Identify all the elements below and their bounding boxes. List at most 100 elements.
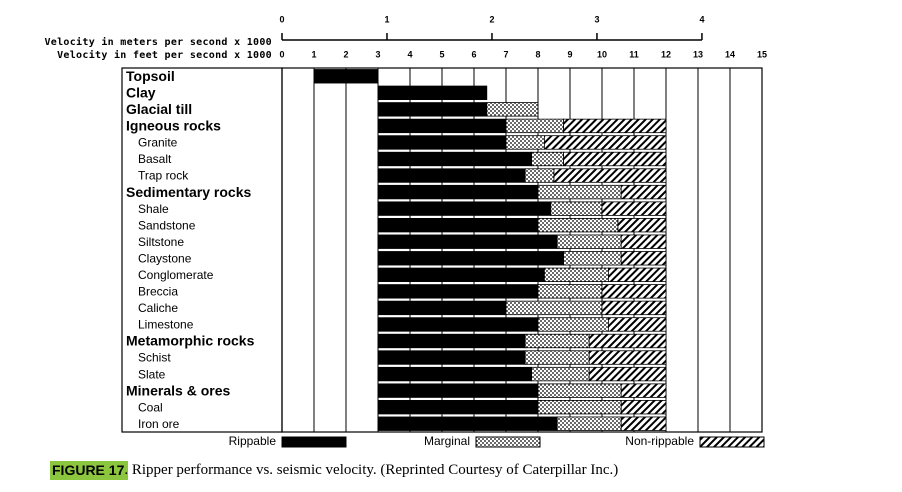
range-bar (537, 383, 622, 398)
range-bar (601, 284, 667, 299)
range-bar (377, 400, 539, 415)
x2-tick-label: 4 (699, 14, 704, 24)
category-label: Iron ore (138, 417, 180, 431)
range-bar (377, 151, 533, 167)
range-bar (377, 201, 552, 216)
category-label: Igneous rocks (126, 118, 221, 134)
legend-label: Rippable (229, 434, 277, 448)
range-bar (556, 234, 622, 249)
range-bar (377, 416, 558, 431)
range-bar (537, 317, 609, 332)
category-label: Basalt (138, 152, 172, 166)
range-bar (524, 350, 590, 365)
category-label: Sandstone (138, 218, 196, 232)
legend-label: Non-rippable (625, 434, 694, 448)
caption-highlight (50, 461, 128, 480)
range-bar (531, 366, 590, 382)
range-bar (588, 366, 667, 382)
range-bar (377, 350, 526, 365)
category-label: Trap rock (138, 169, 189, 183)
range-bar (313, 69, 379, 84)
x-tick-label: 4 (407, 49, 412, 59)
x-tick-label: 9 (567, 49, 572, 59)
range-bar (377, 366, 533, 382)
range-bar (524, 333, 590, 349)
x-axis-title: Velocity in feet per second x 1000 (57, 49, 272, 61)
range-bar (377, 284, 539, 299)
legend-swatch (281, 436, 347, 448)
range-bar (550, 201, 603, 216)
category-label: Shale (138, 202, 169, 216)
range-bar (377, 300, 507, 316)
range-bar (377, 218, 539, 233)
category-label: Siltstone (138, 235, 184, 249)
range-bar (377, 102, 488, 117)
range-bar (563, 118, 667, 134)
range-bar (531, 151, 564, 167)
x-tick-label: 6 (471, 49, 476, 59)
category-label: Caliche (138, 301, 178, 315)
x-tick-label: 7 (503, 49, 508, 59)
category-label: Claystone (138, 251, 192, 265)
range-bar (608, 267, 667, 282)
x-tick-label: 15 (757, 49, 767, 59)
x-tick-label: 5 (439, 49, 444, 59)
range-bar (620, 400, 667, 415)
range-bar (620, 234, 667, 249)
range-bar (486, 102, 539, 117)
range-bar (524, 168, 555, 183)
x2-axis-title: Velocity in meters per second x 1000 (44, 36, 272, 48)
x2-tick-label: 0 (279, 14, 284, 24)
category-label: Granite (138, 136, 178, 150)
range-bar (377, 317, 539, 332)
category-label: Clay (126, 85, 156, 101)
range-bar (620, 383, 667, 398)
range-bar (505, 300, 603, 316)
range-bar (553, 168, 667, 183)
x-tick-label: 1 (311, 49, 316, 59)
range-bar (377, 267, 545, 282)
range-bar (377, 135, 507, 150)
x2-tick-label: 2 (489, 14, 494, 24)
range-bar (601, 300, 667, 316)
range-bar (608, 317, 667, 332)
range-bar (377, 383, 539, 398)
range-bar (377, 168, 526, 183)
caption-label: FIGURE 17 (52, 462, 125, 478)
x-tick-label: 2 (343, 49, 348, 59)
range-bar (544, 135, 667, 150)
range-bar (588, 333, 667, 349)
range-bar (544, 267, 609, 282)
legend-swatch (699, 436, 765, 448)
plot-frame (281, 67, 763, 433)
legend-label: Marginal (424, 434, 470, 448)
caption: FIGURE 17. Ripper performance vs. seismi… (52, 462, 618, 479)
range-bar (537, 218, 619, 233)
range-bar (556, 416, 622, 431)
x-tick-label: 11 (629, 49, 639, 59)
range-bar (505, 135, 545, 150)
range-bar (537, 284, 603, 299)
range-bar (505, 118, 564, 134)
range-bar (563, 151, 667, 167)
range-bar (537, 184, 622, 200)
category-label: Schist (138, 351, 171, 365)
category-label: Topsoil (126, 68, 175, 84)
range-bar (377, 85, 488, 100)
x-tick-label: 13 (693, 49, 703, 59)
category-label: Limestone (138, 318, 194, 332)
range-bar (620, 416, 667, 431)
x2-tick-label: 1 (384, 14, 389, 24)
range-bar (377, 118, 507, 134)
range-bar (617, 218, 667, 233)
category-label: Coal (138, 400, 163, 414)
category-label: Conglomerate (138, 268, 214, 282)
legend-swatch (475, 436, 541, 448)
category-label: Glacial till (126, 101, 192, 117)
range-bar (588, 350, 667, 365)
x-tick-label: 12 (661, 49, 671, 59)
category-label: Slate (138, 367, 166, 381)
range-bar (563, 251, 622, 266)
range-bar (377, 184, 539, 200)
